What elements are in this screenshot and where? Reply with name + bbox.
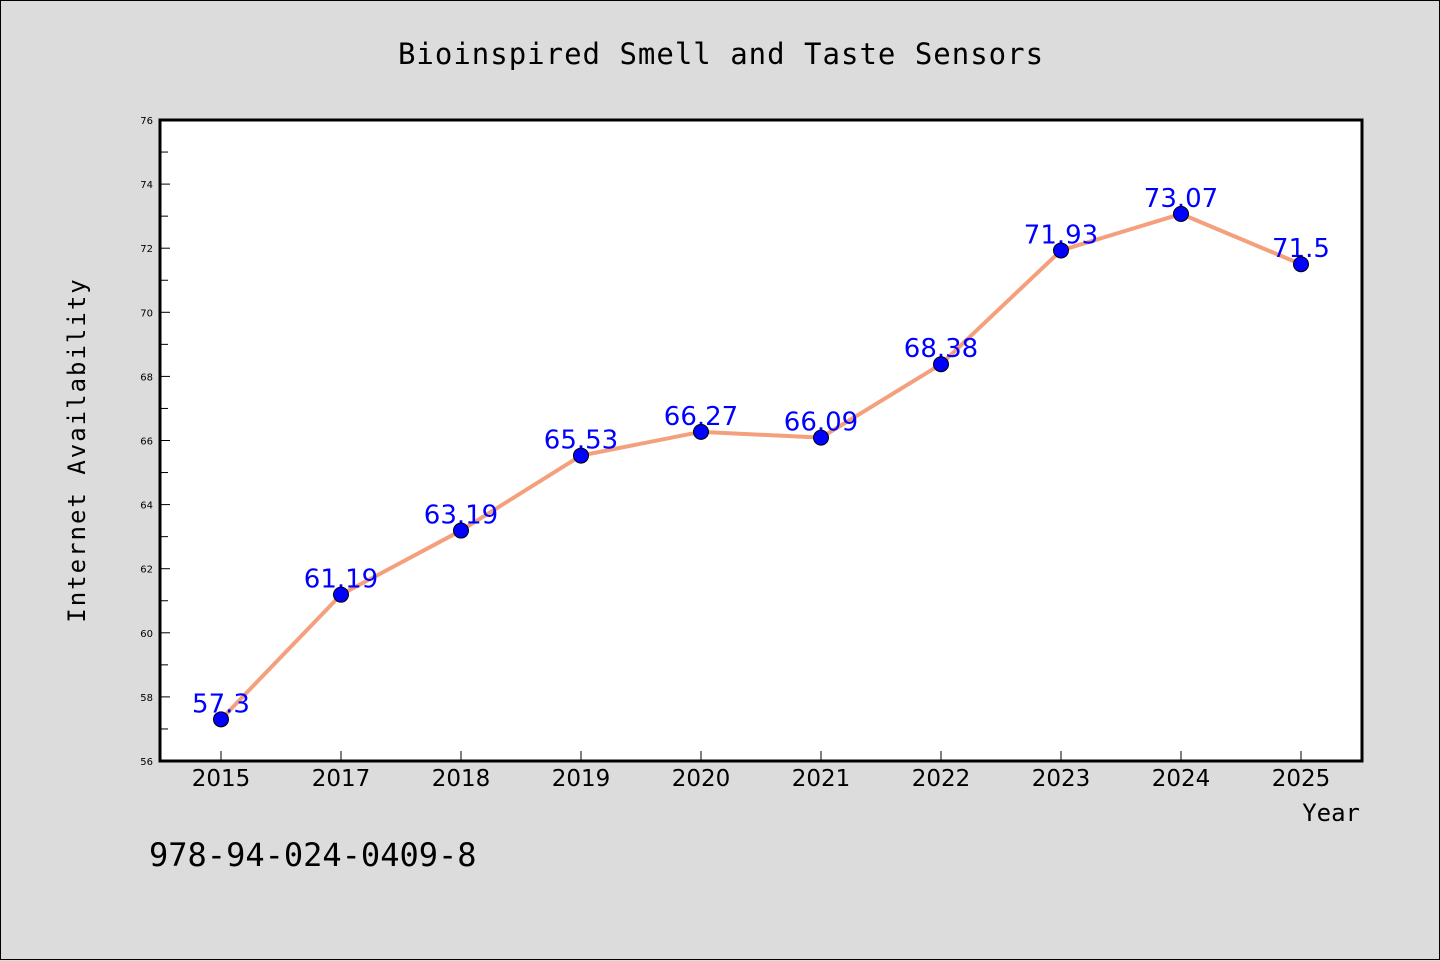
y-tick-label: 74 <box>140 180 153 191</box>
y-tick-label: 72 <box>140 244 153 255</box>
x-tick-label: 2023 <box>1032 766 1091 792</box>
y-tick-label: 76 <box>140 116 153 127</box>
data-point <box>333 586 349 603</box>
data-point <box>933 356 949 373</box>
x-axis: 2015 2017 2018 2019 2020 2021 2022 2023 2024 2025 <box>192 751 1331 792</box>
y-tick-label: 68 <box>140 372 153 383</box>
x-tick-label: 2020 <box>672 766 731 792</box>
x-tick-label: 2018 <box>432 766 491 792</box>
data-point <box>213 711 229 728</box>
x-tick-label: 2015 <box>192 766 251 792</box>
data-point <box>813 429 829 446</box>
y-tick-label: 60 <box>140 629 153 640</box>
x-tick-label: 2025 <box>1272 766 1331 792</box>
x-tick-label: 2022 <box>912 766 971 792</box>
y-tick-label: 70 <box>140 308 153 319</box>
footer-code: 978-94-024-0409-8 <box>149 836 477 874</box>
y-axis-label: Internet Availability <box>63 277 91 622</box>
x-tick-label: 2017 <box>312 766 371 792</box>
y-tick-label: 64 <box>140 501 153 512</box>
data-point <box>1293 256 1309 273</box>
data-point <box>1173 205 1189 222</box>
y-axis: 56 58 60 62 64 66 68 70 72 74 76 <box>140 116 170 768</box>
y-tick-label: 58 <box>140 693 153 704</box>
data-point <box>573 447 589 464</box>
data-point <box>1053 242 1069 259</box>
x-axis-label: Year <box>1302 799 1360 827</box>
x-tick-label: 2019 <box>552 766 611 792</box>
y-tick-label: 62 <box>140 565 153 576</box>
chart-title: Bioinspired Smell and Taste Sensors <box>398 37 1044 71</box>
plot-area <box>158 118 1364 763</box>
x-tick-label: 2024 <box>1152 766 1211 792</box>
x-tick-label: 2021 <box>792 766 851 792</box>
data-point <box>693 423 709 440</box>
y-tick-label: 56 <box>140 757 153 768</box>
series-line <box>219 211 1302 721</box>
y-tick-label: 66 <box>140 437 153 448</box>
data-point <box>453 522 469 539</box>
